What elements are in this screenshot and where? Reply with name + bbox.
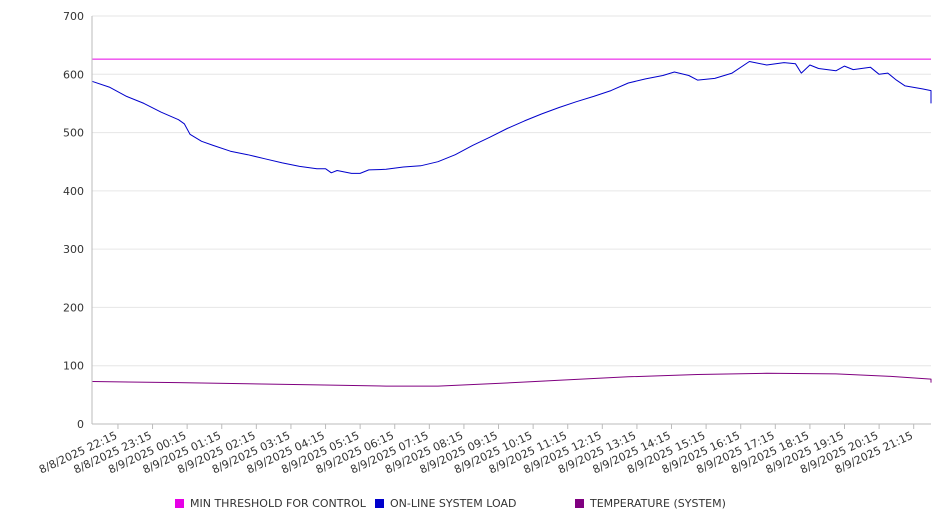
legend-swatch	[175, 499, 184, 508]
y-tick-label: 0	[77, 418, 84, 431]
y-tick-label: 200	[63, 301, 84, 314]
y-axis-ticks: 0 100 200 300 400 500 600 700	[63, 10, 84, 431]
legend-item[interactable]: ON-LINE SYSTEM LOAD	[375, 497, 516, 510]
series-line-1	[91, 61, 932, 174]
y-tick-label: 100	[63, 360, 84, 373]
legend-label: ON-LINE SYSTEM LOAD	[390, 497, 517, 510]
y-tick-label: 500	[63, 127, 84, 140]
legend-item[interactable]: TEMPERATURE (SYSTEM)	[575, 497, 726, 510]
y-tick-label: 600	[63, 68, 84, 81]
legend-swatch	[375, 499, 384, 508]
series-line-2	[91, 372, 932, 387]
x-axis-ticks: 8/8/2025 22:158/8/2025 23:158/9/2025 00:…	[37, 424, 915, 476]
grid-lines	[92, 15, 931, 367]
y-tick-label: 300	[63, 243, 84, 256]
y-tick-label: 700	[63, 10, 84, 23]
legend-item[interactable]: MIN THRESHOLD FOR CONTROL	[175, 497, 366, 510]
legend: MIN THRESHOLD FOR CONTROL ON-LINE SYSTEM …	[0, 497, 946, 515]
y-tick-label: 400	[63, 185, 84, 198]
legend-label: TEMPERATURE (SYSTEM)	[590, 497, 726, 510]
series-lines	[91, 58, 932, 387]
legend-swatch	[575, 499, 584, 508]
legend-label: MIN THRESHOLD FOR CONTROL	[190, 497, 366, 510]
